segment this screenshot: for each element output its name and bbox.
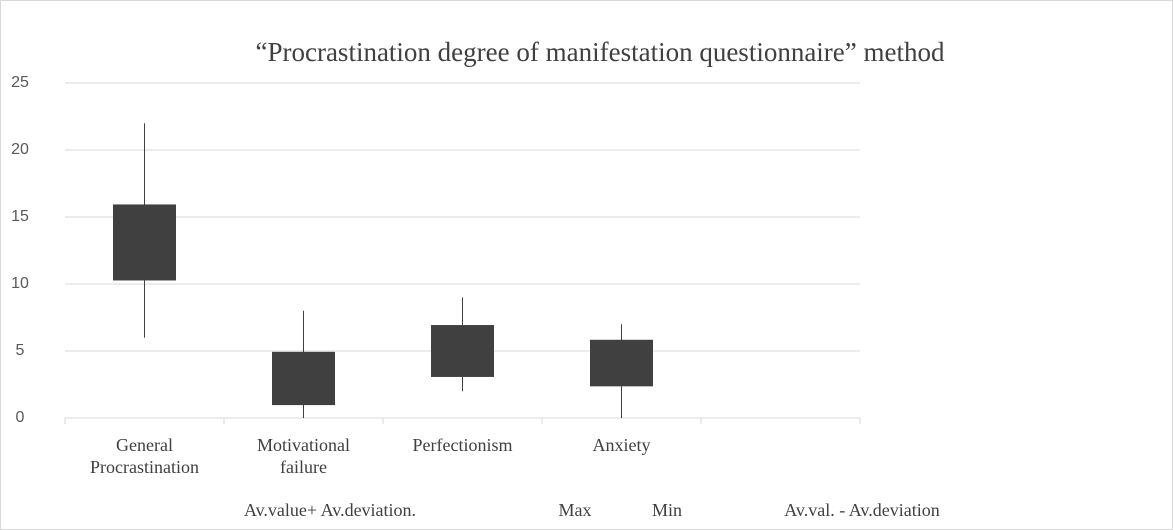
- candle-body: [431, 325, 494, 377]
- x-tick-label: General Procrastination: [90, 435, 199, 477]
- y-tick-label: 15: [11, 208, 29, 225]
- y-tick-label: 20: [11, 141, 29, 158]
- legend-entry: Min: [652, 500, 682, 520]
- x-tick-label: Anxiety: [592, 435, 651, 455]
- legend-entry: Max: [559, 500, 592, 520]
- x-tick-label: Perfectionism: [412, 435, 513, 455]
- chart-title: “Procrastination degree of manifestation…: [255, 37, 945, 67]
- candle-body: [272, 351, 335, 406]
- candle-body: [113, 204, 176, 281]
- y-tick-label: 5: [16, 342, 25, 359]
- y-tick-label: 0: [16, 409, 25, 426]
- legend-entry: Av.value+ Av.deviation.: [244, 500, 416, 520]
- legend-entry: Av.val. - Av.deviation: [784, 500, 939, 520]
- y-tick-label: 25: [11, 74, 29, 91]
- x-tick-label: Motivational failure: [257, 435, 350, 477]
- y-tick-label: 10: [11, 275, 29, 292]
- candle-body: [590, 339, 653, 387]
